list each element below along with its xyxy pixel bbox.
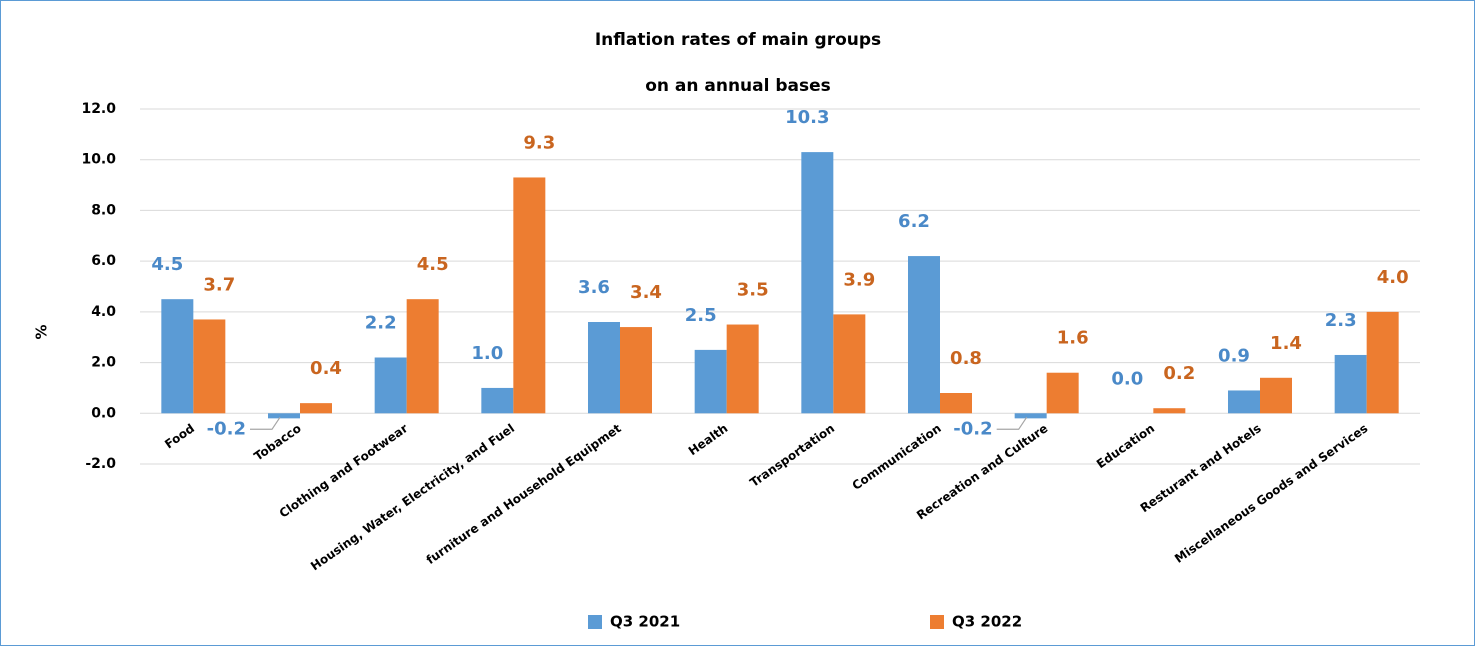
bar <box>300 403 332 414</box>
data-label: 3.6 <box>578 277 610 298</box>
legend-swatch <box>588 615 602 629</box>
data-label: 9.3 <box>523 132 555 153</box>
y-axis-label: % <box>33 324 51 339</box>
bar <box>833 314 866 414</box>
data-label: 0.0 <box>1111 368 1143 389</box>
bar <box>694 349 727 414</box>
data-label: 0.9 <box>1218 345 1250 366</box>
bar <box>801 152 834 414</box>
bar <box>406 299 439 414</box>
data-label: 4.0 <box>1377 267 1409 288</box>
data-label: -0.2 <box>207 418 246 439</box>
y-tick-label: 12.0 <box>81 101 116 117</box>
data-label: 4.5 <box>151 254 183 275</box>
bar <box>161 299 194 414</box>
bar <box>193 319 226 414</box>
data-label: 3.5 <box>737 280 769 301</box>
bar <box>620 327 652 414</box>
data-label: 3.4 <box>630 282 662 303</box>
bar <box>1366 311 1399 414</box>
bar <box>908 256 940 414</box>
data-label: 3.9 <box>843 269 875 290</box>
bar <box>374 357 407 414</box>
data-label: 1.4 <box>1270 333 1302 354</box>
data-label: 2.3 <box>1325 310 1357 331</box>
data-label: 0.4 <box>310 358 342 379</box>
data-label: 2.5 <box>685 305 717 326</box>
y-tick-label: 0.0 <box>91 405 116 421</box>
data-label: 1.6 <box>1057 328 1089 349</box>
legend-swatch <box>930 615 944 629</box>
legend-label: Q3 2022 <box>952 613 1022 631</box>
y-tick-label: 10.0 <box>81 152 116 168</box>
data-label: 3.7 <box>203 274 235 295</box>
bar <box>1334 354 1367 414</box>
data-label: 6.2 <box>898 211 930 232</box>
data-label: 0.2 <box>1163 363 1195 384</box>
y-tick-label: 6.0 <box>91 253 116 269</box>
bar <box>1014 413 1047 419</box>
chart-subtitle: on an annual bases <box>645 76 831 96</box>
bar <box>1153 408 1186 414</box>
bar <box>588 322 620 414</box>
data-label: -0.2 <box>953 418 992 439</box>
bar <box>513 177 546 414</box>
bar <box>481 387 514 414</box>
chart-title: Inflation rates of main groups <box>595 30 881 50</box>
data-label: 1.0 <box>471 343 503 364</box>
legend-label: Q3 2021 <box>610 613 680 631</box>
data-label: 4.5 <box>417 254 449 275</box>
bar <box>268 413 300 419</box>
bar <box>1046 372 1079 414</box>
y-tick-label: 2.0 <box>91 355 116 371</box>
y-tick-label: 4.0 <box>91 304 116 320</box>
bar <box>1260 377 1292 414</box>
y-tick-label: 8.0 <box>91 202 116 218</box>
bar <box>1228 390 1260 414</box>
bar <box>940 393 972 414</box>
data-label: 10.3 <box>785 107 829 128</box>
y-tick-label: -2.0 <box>85 456 116 472</box>
bar <box>726 324 759 414</box>
leader-line <box>250 416 281 430</box>
leader-line <box>996 416 1028 430</box>
data-label: 0.8 <box>950 348 982 369</box>
data-label: 2.2 <box>365 313 397 334</box>
